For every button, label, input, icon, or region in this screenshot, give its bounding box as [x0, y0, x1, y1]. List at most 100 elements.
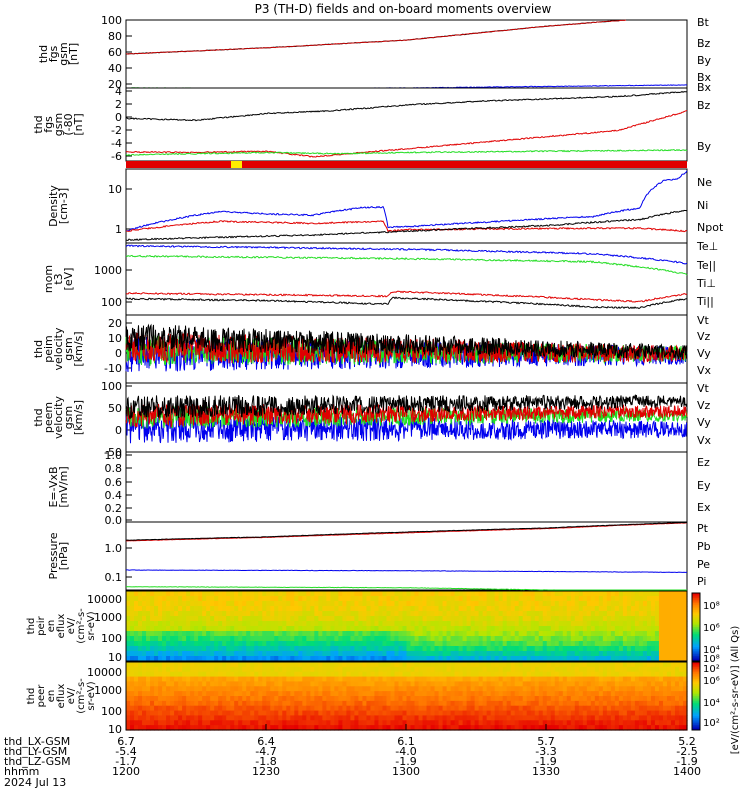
- spectrogram-cell: [270, 616, 275, 622]
- spectrogram-cell: [658, 656, 664, 662]
- spectrogram-cell: [618, 656, 624, 662]
- spectrogram-cell: [226, 636, 231, 642]
- series-Ti⊥: [125, 254, 688, 276]
- spectrogram-cell: [578, 700, 584, 707]
- spectrogram-cell: [170, 611, 175, 617]
- spectrogram-cell: [590, 651, 596, 657]
- spectrogram-cell: [466, 631, 472, 637]
- spectrogram-cell: [446, 636, 452, 642]
- spectrogram-cell: [358, 621, 364, 627]
- spectrogram-cell: [418, 705, 424, 712]
- spectrogram-cell: [350, 676, 356, 683]
- spectrogram-cell: [298, 651, 303, 657]
- spectrogram-cell: [286, 720, 291, 726]
- spectrogram-cell: [494, 662, 500, 668]
- spectrogram-cell: [538, 662, 544, 668]
- series-Vt: [125, 393, 688, 420]
- spectrogram-cell: [366, 646, 372, 652]
- spectrogram-cell: [590, 641, 596, 647]
- spectrogram-cell: [666, 656, 672, 662]
- spectrogram-cell: [242, 720, 247, 726]
- spectrogram-cell: [654, 611, 660, 617]
- spectrogram-cell: [302, 710, 307, 717]
- spectrogram-cell: [618, 666, 624, 673]
- spectrogram-cell: [178, 696, 183, 702]
- spectrogram-cell: [434, 671, 440, 678]
- spectrogram-cell: [682, 621, 688, 627]
- spectrogram-cell: [370, 591, 376, 597]
- spectrogram-cell: [134, 700, 139, 707]
- spectrogram-cell: [190, 651, 195, 657]
- spectrogram-cell: [318, 591, 323, 597]
- y-tick-label: 0.0: [105, 514, 123, 527]
- spectrogram-cell: [366, 601, 372, 607]
- legend-Bz: Bz: [697, 37, 711, 50]
- spectrogram-cell: [158, 611, 163, 617]
- chart-title: P3 (TH-D) fields and on-board moments ov…: [255, 2, 552, 16]
- spectrogram-cell: [370, 666, 376, 673]
- spectrogram-cell: [646, 611, 652, 617]
- spectrogram-cell: [634, 626, 640, 632]
- spectrogram-cell: [494, 626, 500, 632]
- spectrogram-cell: [406, 671, 412, 678]
- spectrogram-cell: [658, 621, 664, 627]
- y-tick-label: 1000: [94, 611, 122, 624]
- spectrogram-cell: [450, 700, 456, 707]
- spectrogram-cell: [606, 691, 612, 697]
- spectrogram-cell: [650, 631, 656, 637]
- spectrogram-cell: [286, 725, 291, 731]
- spectrogram-cell: [494, 691, 500, 697]
- spectrogram-cell: [262, 606, 267, 612]
- spectrogram-cell: [522, 681, 528, 687]
- spectrogram-cell: [502, 606, 508, 612]
- spectrogram-cell: [426, 681, 432, 687]
- colorbar-cell: [692, 706, 700, 709]
- spectrogram-cell: [574, 611, 580, 617]
- spectrogram-cell: [206, 691, 211, 697]
- spectrogram-cell: [314, 686, 319, 692]
- spectrogram-cell: [150, 676, 155, 683]
- spectrogram-cell: [666, 651, 672, 657]
- spectrogram-cell: [374, 700, 380, 707]
- spectrogram-cell: [146, 700, 151, 707]
- x-row-value: 1300: [392, 765, 420, 778]
- spectrogram-cell: [346, 662, 351, 668]
- spectrogram-cell: [386, 681, 392, 687]
- spectrogram-cell: [262, 681, 267, 687]
- spectrogram-cell: [442, 715, 448, 721]
- spectrogram-cell: [574, 646, 580, 652]
- colorbar-cell: [692, 673, 700, 677]
- spectrogram-cell: [310, 662, 315, 668]
- spectrogram-cell: [198, 705, 203, 712]
- spectrogram-cell: [382, 662, 388, 668]
- spectrogram-cell: [326, 656, 331, 662]
- spectrogram-cell: [666, 591, 672, 597]
- legend-Pt: Pt: [697, 522, 709, 535]
- spectrogram-cell: [138, 705, 143, 712]
- spectrogram-cell: [134, 705, 139, 712]
- series-Pb: [125, 522, 688, 542]
- spectrogram-cell: [458, 641, 464, 647]
- spectrogram-cell: [566, 725, 572, 731]
- spectrogram-cell: [546, 725, 552, 731]
- spectrogram-cell: [218, 601, 223, 607]
- spectrogram-cell: [418, 651, 424, 657]
- spectrogram-cell: [590, 626, 596, 632]
- spectrogram-cell: [366, 621, 372, 627]
- spectrogram-cell: [662, 676, 668, 683]
- spectrogram-cell: [462, 725, 468, 731]
- spectrogram-cell: [206, 705, 211, 712]
- spectrogram-cell: [186, 715, 191, 721]
- spectrogram-cell: [286, 651, 291, 657]
- spectrogram-cell: [674, 681, 680, 687]
- spectrogram-cell: [570, 651, 576, 657]
- spectrogram-cell: [242, 710, 247, 717]
- y-axis-label: en: [46, 690, 57, 703]
- spectrogram-cell: [442, 596, 448, 602]
- spectrogram-cell: [126, 671, 131, 678]
- spectrogram-cell: [362, 636, 368, 642]
- spectrogram-cell: [678, 651, 684, 657]
- spectrogram-cell: [178, 611, 183, 617]
- spectrogram-cell: [606, 686, 612, 692]
- spectrogram-cell: [430, 651, 436, 657]
